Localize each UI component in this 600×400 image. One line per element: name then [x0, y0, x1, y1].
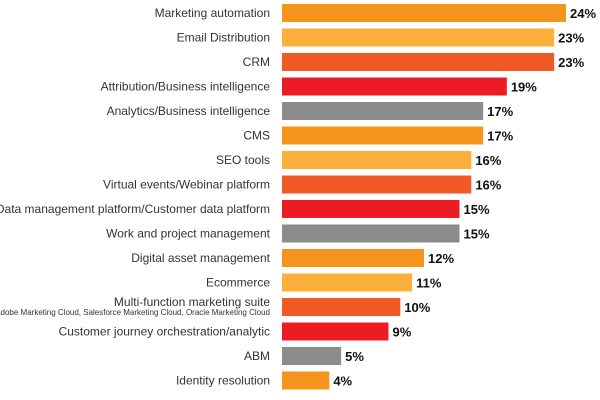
category-label-attribution-business-intelligence: Attribution/Business intelligence	[101, 80, 271, 94]
category-label-email-distribution: Email Distribution	[177, 31, 270, 45]
category-labels-group: Marketing automation Email Distribution CR…	[0, 6, 271, 388]
category-label-data-management-platform-customer-data-platform: Data management platform/Customer data p…	[0, 202, 270, 216]
value-label-marketing-automation: 24%	[570, 6, 596, 21]
category-label-digital-asset-management: Digital asset management	[131, 251, 270, 265]
value-label-analytics-business-intelligence: 17%	[487, 104, 513, 119]
bar-digital-asset-management	[282, 249, 424, 267]
category-label-seo-tools: SEO tools	[216, 153, 270, 167]
bar-identity-resolution	[282, 371, 330, 390]
category-label-ecommerce: Ecommerce	[206, 276, 270, 290]
bar-marketing-automation	[282, 4, 566, 22]
bar-virtual-events-webinar-platform	[282, 175, 472, 194]
value-label-data-management-platform-customer-data-platform: 15%	[464, 202, 490, 217]
bar-crm	[282, 53, 555, 71]
category-sublabel-multi-function-marketing-suite: e.g. Adobe Marketing Cloud, Salesforce M…	[0, 308, 270, 317]
value-labels-group: 24% 23% 23% 19% 17% 17% 16% 16% 15% 15% 12% 11% 10% 9…	[333, 6, 596, 389]
bar-work-and-project-management	[282, 224, 460, 243]
bar-cms	[282, 126, 484, 145]
category-label-virtual-events-webinar-platform: Virtual events/Webinar platform	[103, 178, 270, 192]
category-label-analytics-business-intelligence: Analytics/Business intelligence	[107, 104, 271, 118]
category-label-work-and-project-management: Work and project management	[106, 227, 271, 241]
value-label-customer-journey-orchestration-analytic: 9%	[393, 325, 412, 340]
value-label-attribution-business-intelligence: 19%	[511, 80, 537, 95]
value-label-digital-asset-management: 12%	[428, 251, 454, 266]
bars-group	[282, 4, 566, 390]
category-label-marketing-automation: Marketing automation	[155, 6, 270, 20]
value-label-seo-tools: 16%	[475, 153, 501, 168]
value-label-multi-function-marketing-suite: 10%	[404, 300, 430, 315]
bar-data-management-platform-customer-data-platform	[282, 200, 460, 218]
bar-ecommerce	[282, 273, 413, 292]
category-label-customer-journey-orchestration-analytic: Customer journey orchestration/analytic	[59, 325, 270, 339]
value-label-crm: 23%	[558, 55, 584, 70]
bar-customer-journey-orchestration-analytic	[282, 322, 389, 341]
bar-multi-function-marketing-suite	[282, 298, 401, 316]
value-label-ecommerce: 11%	[416, 276, 442, 291]
value-label-work-and-project-management: 15%	[464, 227, 490, 242]
bar-analytics-business-intelligence	[282, 102, 484, 120]
category-label-abm: ABM	[244, 349, 270, 363]
bar-abm	[282, 347, 342, 365]
value-label-cms: 17%	[487, 129, 513, 144]
value-label-virtual-events-webinar-platform: 16%	[475, 178, 501, 193]
value-label-identity-resolution: 4%	[333, 374, 352, 389]
category-label-crm: CRM	[243, 55, 270, 69]
value-label-email-distribution: 23%	[558, 31, 584, 46]
value-label-abm: 5%	[345, 349, 364, 364]
category-label-identity-resolution: Identity resolution	[176, 374, 270, 388]
bar-seo-tools	[282, 151, 472, 169]
category-label-cms: CMS	[243, 129, 270, 143]
bar-attribution-business-intelligence	[282, 77, 507, 96]
category-label-multi-function-marketing-suite: Multi-function marketing suite	[114, 295, 270, 309]
bar-email-distribution	[282, 28, 555, 47]
